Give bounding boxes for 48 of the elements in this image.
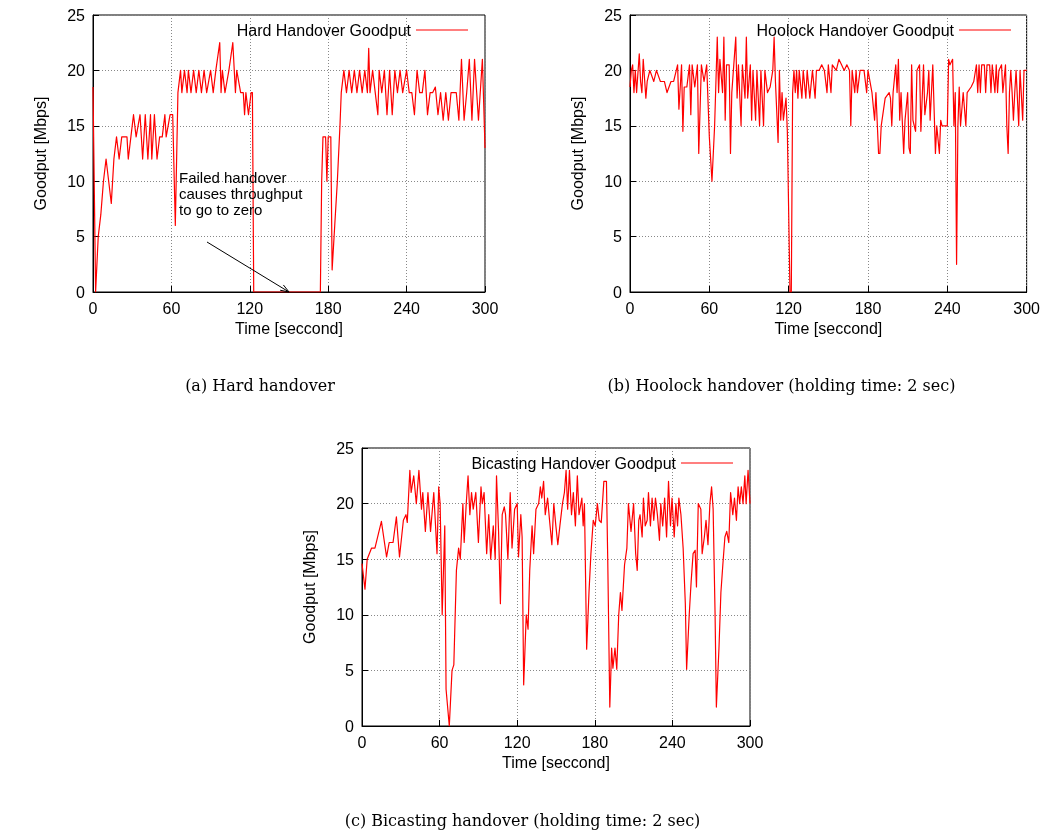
legend-label: Hard Handover Goodput xyxy=(236,21,412,39)
x-tick-label: 0 xyxy=(88,299,98,317)
y-tick-label: 20 xyxy=(336,495,355,513)
y-tick-label: 20 xyxy=(67,61,86,79)
y-tick-label: 0 xyxy=(345,717,355,735)
x-tick-label: 180 xyxy=(314,299,342,317)
y-tick-label: 10 xyxy=(336,606,355,624)
y-axis-title: Goodput [Mbps] xyxy=(568,96,586,211)
y-tick-label: 20 xyxy=(604,61,623,79)
text: (b) Hoolock handover (holding time: 2 sec) xyxy=(607,375,956,395)
y-tick-label: 10 xyxy=(67,172,86,190)
y-tick-label: 0 xyxy=(76,283,86,301)
x-tick-label: 60 xyxy=(700,299,719,317)
x-tick-label: 60 xyxy=(430,733,449,751)
y-tick-label: 0 xyxy=(613,283,623,301)
x-tick-label: 300 xyxy=(471,299,499,317)
x-tick-label: 120 xyxy=(775,299,803,317)
text: (a) Hard handover xyxy=(185,375,336,395)
x-tick-label: 300 xyxy=(736,733,764,751)
x-tick-label: 120 xyxy=(236,299,264,317)
y-tick-label: 5 xyxy=(345,661,355,679)
legend-label: Bicasting Handover Goodput xyxy=(471,454,677,472)
x-tick-label: 300 xyxy=(1013,299,1041,317)
y-tick-label: 5 xyxy=(76,228,86,246)
x-axis-title: Time [seccond] xyxy=(235,320,343,338)
y-tick-label: 15 xyxy=(604,117,623,135)
text: (c) Bicasting handover (holding time: 2 sec) xyxy=(344,810,701,830)
x-tick-label: 240 xyxy=(393,299,421,317)
y-tick-label: 5 xyxy=(613,228,623,246)
y-axis-title: Goodput [Mbps] xyxy=(300,530,318,644)
y-tick-label: 10 xyxy=(604,172,623,190)
x-tick-label: 0 xyxy=(357,733,367,751)
y-tick-label: 15 xyxy=(336,550,355,568)
x-tick-label: 120 xyxy=(503,733,531,751)
x-tick-label: 240 xyxy=(659,733,686,751)
y-tick-label: 25 xyxy=(604,6,623,24)
x-axis-title: Time [seccond] xyxy=(774,320,883,338)
y-tick-label: 25 xyxy=(336,439,355,457)
x-tick-label: 60 xyxy=(162,299,181,317)
legend-label: Hoolock Handover Goodput xyxy=(756,21,955,39)
x-tick-label: 240 xyxy=(933,299,961,317)
x-axis-title: Time [seccond] xyxy=(502,754,610,772)
y-tick-label: 15 xyxy=(67,117,86,135)
x-tick-label: 180 xyxy=(581,733,609,751)
y-tick-label: 25 xyxy=(67,6,86,24)
x-tick-label: 0 xyxy=(625,299,635,317)
x-tick-label: 180 xyxy=(854,299,882,317)
y-axis-title: Goodput [Mbps] xyxy=(31,96,49,211)
